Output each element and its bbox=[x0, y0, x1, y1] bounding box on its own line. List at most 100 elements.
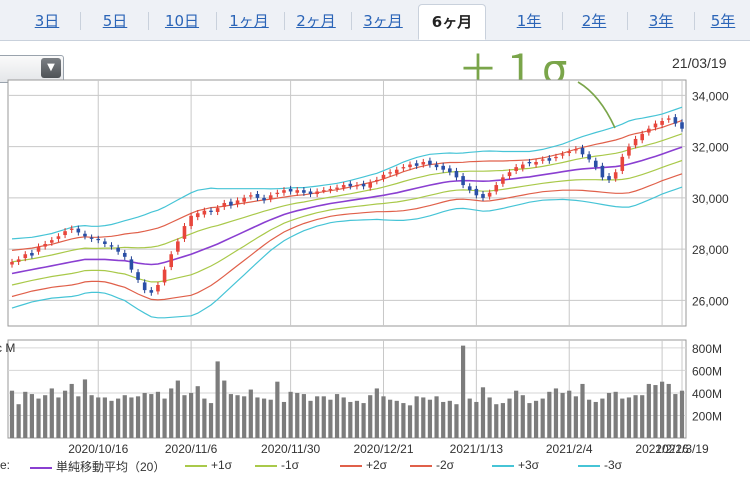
volume-bar bbox=[593, 401, 598, 438]
volume-bar bbox=[407, 405, 413, 438]
volume-panel bbox=[7, 339, 687, 439]
candle-body bbox=[560, 154, 565, 156]
tab-period-8[interactable]: 2年 bbox=[581, 12, 607, 30]
volume-bar bbox=[587, 399, 592, 438]
x-axis-label: 2020/12/21 bbox=[353, 442, 413, 456]
volume-bar bbox=[96, 397, 101, 438]
volume-bar bbox=[69, 383, 74, 438]
candle-body bbox=[56, 236, 61, 239]
tab-divider bbox=[694, 12, 695, 30]
volume-bar bbox=[255, 397, 260, 438]
candle-body bbox=[122, 252, 127, 257]
candle-body bbox=[43, 244, 47, 247]
volume-bar bbox=[467, 398, 472, 438]
volume-bar bbox=[162, 398, 167, 438]
x-axis-label: 2021/2/4 bbox=[546, 442, 593, 456]
tab-divider bbox=[562, 12, 563, 30]
candle-body bbox=[222, 203, 227, 207]
volume-bar bbox=[248, 389, 253, 438]
tab-period-10[interactable]: 5年 bbox=[710, 12, 736, 30]
volume-bar bbox=[49, 388, 54, 438]
volume-tick-label: 400M bbox=[692, 387, 722, 401]
candle-body bbox=[507, 172, 512, 177]
tab-period-4[interactable]: 2ヶ月 bbox=[296, 12, 336, 30]
tab-period-6[interactable]: 6ヶ月 bbox=[418, 4, 486, 40]
price-tick-label: 30,000 bbox=[692, 192, 729, 206]
volume-bar bbox=[573, 396, 578, 438]
tab-period-9[interactable]: 3年 bbox=[648, 12, 674, 30]
volume-bar bbox=[334, 394, 340, 438]
volume-bar bbox=[301, 394, 306, 438]
candle-body bbox=[209, 210, 213, 212]
candle-body bbox=[282, 190, 286, 193]
legend-swatch bbox=[340, 464, 362, 467]
tab-period-3[interactable]: 1ヶ月 bbox=[229, 12, 269, 30]
volume-bar bbox=[89, 395, 94, 438]
candle-body bbox=[474, 188, 479, 196]
candle-body bbox=[414, 163, 419, 166]
volume-bar bbox=[102, 397, 107, 438]
candle-body bbox=[162, 269, 167, 283]
price-tick-label: 26,000 bbox=[692, 294, 729, 308]
candle-body bbox=[620, 156, 625, 171]
price-tick-label: 34,000 bbox=[692, 89, 729, 103]
candle-body bbox=[335, 187, 339, 189]
tab-divider bbox=[148, 12, 149, 30]
volume-bar bbox=[149, 394, 154, 438]
chevron-down-icon[interactable]: ▼ bbox=[41, 58, 61, 78]
tab-period-0[interactable]: 3日 bbox=[34, 12, 60, 30]
legend-label: 単純移動平均（20） bbox=[56, 460, 166, 474]
legend-item: -3σ bbox=[578, 458, 622, 472]
volume-bar bbox=[447, 400, 452, 438]
legend-swatch bbox=[30, 466, 52, 469]
candle-body bbox=[547, 158, 552, 161]
candle-body bbox=[520, 164, 525, 169]
volume-bar bbox=[653, 385, 658, 438]
volume-bar bbox=[129, 397, 134, 438]
candle-body bbox=[381, 174, 386, 179]
volume-bar bbox=[275, 381, 280, 438]
candle-body bbox=[640, 133, 644, 141]
volume-bar bbox=[633, 395, 638, 438]
volume-bar bbox=[606, 392, 612, 438]
volume-bar bbox=[514, 390, 519, 438]
candle-body bbox=[587, 154, 591, 160]
volume-bar bbox=[16, 404, 21, 438]
candle-body bbox=[361, 183, 366, 187]
candle-body bbox=[540, 159, 545, 161]
volume-bar bbox=[613, 391, 618, 438]
tab-period-7[interactable]: 1年 bbox=[516, 12, 542, 30]
volume-bar bbox=[659, 381, 665, 438]
candle-body bbox=[593, 160, 598, 168]
candle-body bbox=[295, 190, 300, 193]
volume-bar bbox=[29, 394, 35, 438]
volume-bar bbox=[215, 361, 220, 438]
tab-divider bbox=[284, 12, 285, 30]
candle-body bbox=[355, 185, 359, 187]
volume-bar bbox=[374, 388, 379, 438]
tab-period-2[interactable]: 10日 bbox=[164, 12, 200, 30]
candle-body bbox=[16, 259, 21, 262]
tab-period-5[interactable]: 3ヶ月 bbox=[363, 12, 403, 30]
candle-body bbox=[302, 190, 306, 193]
legend-label: -2σ bbox=[436, 458, 455, 472]
volume-bar bbox=[308, 400, 313, 438]
volume-bar bbox=[540, 398, 545, 438]
volume-bar bbox=[281, 401, 287, 438]
candle-body bbox=[660, 121, 664, 125]
volume-bar bbox=[189, 392, 194, 438]
volume-bar bbox=[381, 396, 386, 438]
legend-label: -1σ bbox=[281, 458, 300, 472]
candle-body bbox=[169, 254, 174, 268]
candle-body bbox=[268, 195, 273, 200]
volume-bar bbox=[315, 396, 320, 438]
volume-bar bbox=[222, 380, 227, 438]
band-plus-2-sigma bbox=[11, 119, 683, 251]
candle-body bbox=[394, 169, 399, 174]
volume-bar bbox=[182, 395, 187, 438]
tab-period-1[interactable]: 5日 bbox=[102, 12, 128, 30]
volume-bar bbox=[195, 386, 200, 438]
candle-body bbox=[368, 182, 373, 188]
candle-body bbox=[23, 254, 28, 259]
volume-bar bbox=[288, 391, 293, 438]
